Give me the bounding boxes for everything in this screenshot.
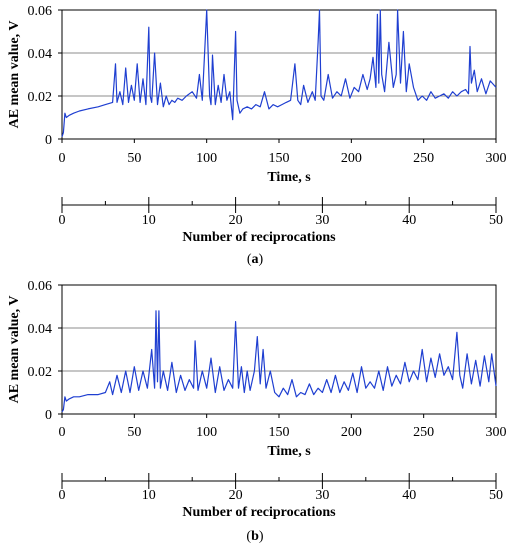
- plot-frame: [61, 9, 497, 140]
- x-tick-label: 50: [127, 151, 141, 166]
- secondary-axis-tick-label: 20: [229, 213, 243, 228]
- y-axis-title: AE mean value, V: [7, 21, 22, 129]
- y-tick-label: 0.06: [28, 279, 53, 294]
- plot-frame: [61, 284, 497, 415]
- x-tick-label: 300: [486, 151, 507, 166]
- x-tick-label: 300: [486, 425, 507, 440]
- panel-label-close-paren: ): [259, 529, 264, 544]
- x-tick-label: 150: [269, 425, 290, 440]
- secondary-axis-tick-label: 50: [489, 213, 503, 228]
- y-tick-label: 0.04: [28, 47, 53, 62]
- secondary-axis-tick-label: 30: [315, 488, 329, 503]
- panel-label-open-paren: (: [246, 529, 251, 544]
- y-tick-label: 0: [45, 408, 52, 423]
- y-tick-label: 0.04: [28, 322, 53, 337]
- y-tick-label: 0: [45, 133, 52, 148]
- x-tick-label: 150: [269, 151, 290, 166]
- panel-label: (b): [246, 529, 263, 544]
- y-tick-label: 0.02: [28, 365, 53, 380]
- x-axis-title: Time, s: [267, 444, 311, 459]
- secondary-axis-tick-label: 40: [402, 488, 416, 503]
- x-tick-label: 100: [196, 425, 217, 440]
- panel-label: (a): [247, 252, 264, 267]
- secondary-axis-tick-label: 20: [229, 488, 243, 503]
- panel-label-close-paren: ): [259, 252, 264, 267]
- y-tick-label: 0.02: [28, 90, 53, 105]
- y-tick-label: 0.06: [28, 4, 53, 19]
- x-tick-label: 0: [59, 151, 66, 166]
- x-axis-title: Time, s: [267, 170, 311, 185]
- x-tick-label: 200: [341, 425, 362, 440]
- y-axis-title: AE mean value, V: [7, 296, 22, 404]
- series-line: [61, 9, 497, 137]
- secondary-axis-tick-label: 40: [402, 213, 416, 228]
- secondary-axis-title: Number of reciprocations: [182, 230, 336, 245]
- panel-label-open-paren: (: [247, 252, 252, 267]
- x-tick-label: 250: [413, 151, 434, 166]
- secondary-axis-tick-label: 0: [59, 488, 66, 503]
- secondary-axis-title: Number of reciprocations: [182, 505, 336, 520]
- secondary-axis-tick-label: 30: [315, 213, 329, 228]
- secondary-axis-tick-label: 10: [142, 488, 156, 503]
- panel-label-letter: b: [251, 529, 259, 544]
- x-tick-label: 50: [127, 425, 141, 440]
- panel-label-letter: a: [252, 252, 259, 267]
- x-tick-label: 100: [196, 151, 217, 166]
- x-tick-label: 200: [341, 151, 362, 166]
- x-tick-label: 0: [59, 425, 66, 440]
- x-tick-label: 250: [413, 425, 434, 440]
- series-line: [61, 310, 497, 413]
- secondary-axis-tick-label: 50: [489, 488, 503, 503]
- secondary-axis-tick-label: 0: [59, 213, 66, 228]
- secondary-axis-tick-label: 10: [142, 213, 156, 228]
